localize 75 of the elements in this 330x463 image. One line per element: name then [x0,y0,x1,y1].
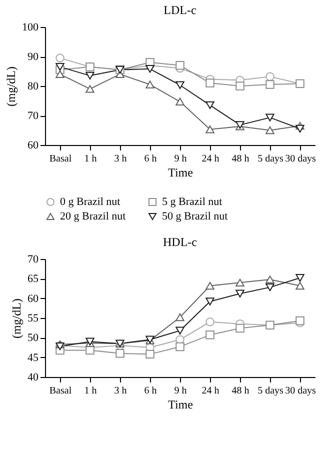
point [266,276,274,284]
point [266,283,274,292]
y-tick-label: 50 [28,332,39,344]
y-tick-label: 70 [28,110,39,122]
x-tick-label: 6 h [144,154,157,164]
y-axis-title: (mg/dL) [4,66,18,106]
y-tick-label: 70 [28,254,39,266]
point [236,324,244,333]
y-tick-label: 100 [22,22,39,34]
point [56,62,64,71]
legend-label: 0 g Brazil nut [60,196,120,208]
chart-title: LDL-c [164,3,196,17]
point [266,80,274,89]
point [206,126,214,134]
point [176,342,184,352]
x-tick-label: 24 h [202,154,220,164]
x-axis-title: Time [168,166,193,180]
point [206,298,214,306]
point [56,54,64,62]
legend-label: 50 g Brazil nut [162,210,228,222]
x-tick-label: 3 h [114,154,127,164]
point [176,326,184,334]
y-tick-label: 65 [28,273,39,286]
point [86,72,94,80]
x-tick-label: 48 h [232,386,250,396]
chart-title: HDL-c [163,235,197,249]
legend-label: 5 g Brazil nut [162,196,222,208]
point [296,124,304,133]
x-axis-title: Time [168,398,193,412]
point [176,98,184,106]
point [86,85,94,93]
point [236,278,244,286]
point [176,313,184,322]
point [146,80,154,88]
point [236,290,244,298]
x-tick-label: 1 h [84,386,97,396]
x-tick-label: Basal [49,154,72,164]
y-tick-label: 80 [28,80,39,92]
x-tick-label: 5 days [258,154,284,164]
x-tick-label: 9 h [174,154,187,164]
point [296,282,304,290]
x-tick-label: 30 days [285,154,316,164]
x-tick-label: 30 days [285,386,316,396]
point [236,82,244,90]
y-tick-label: 45 [28,352,39,364]
point [206,330,214,340]
x-tick-label: 1 h [84,154,97,164]
y-tick-label: 40 [28,372,39,384]
x-tick-label: 6 h [144,386,157,396]
point [296,274,304,282]
point [176,60,184,70]
point [266,126,274,134]
point [206,78,214,88]
x-tick-label: Basal [49,386,72,396]
point [206,318,214,326]
y-axis-title: (mg/dL) [10,298,24,338]
x-tick-label: 24 h [202,386,220,396]
x-tick-label: 9 h [174,386,187,396]
point [206,101,214,110]
y-tick-label: 55 [28,312,39,324]
legend-label: 20 g Brazil nut [60,210,126,222]
point [146,65,154,73]
y-tick-label: 60 [28,292,39,305]
y-tick-label: 90 [28,51,39,63]
x-tick-label: 48 h [232,154,250,164]
point [146,350,154,359]
point [206,282,214,290]
point [56,70,64,78]
x-tick-label: 3 h [114,386,127,396]
y-tick-label: 60 [28,140,39,152]
point [176,81,184,89]
point [266,72,274,81]
point [116,349,124,358]
x-tick-label: 5 days [258,386,284,396]
point [266,114,274,122]
